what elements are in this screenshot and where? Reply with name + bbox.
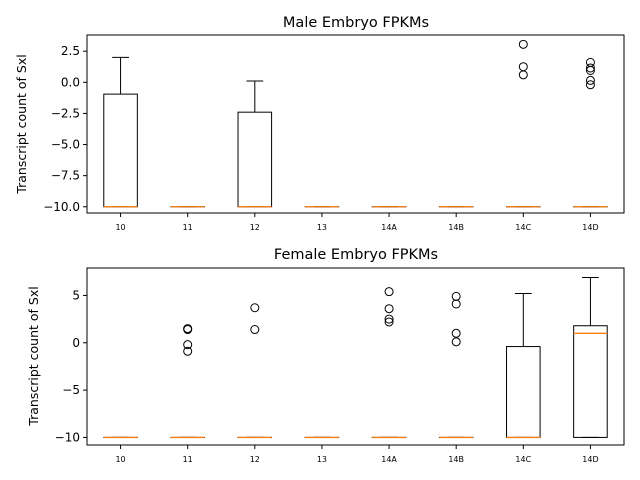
y-tick-label: 0	[72, 336, 80, 350]
y-tick-label: −5	[62, 383, 80, 397]
panel-marks	[103, 276, 608, 439]
outlier-point	[384, 317, 394, 327]
y-tick-label: −10	[55, 430, 80, 444]
plot-area-frame	[86, 34, 625, 214]
outlier-point	[518, 39, 528, 49]
outlier-point	[183, 340, 193, 350]
x-tick-label: 12	[250, 223, 260, 232]
panel-title: Male Embryo FPKMs	[283, 15, 429, 31]
x-tick-label: 14B	[448, 223, 464, 232]
outlier-point	[384, 314, 394, 324]
y-tick-label: −2.5	[51, 106, 80, 120]
panel-marks	[103, 39, 608, 208]
x-tick-label: 10	[115, 455, 125, 464]
outlier-point	[250, 303, 260, 313]
outlier-point	[451, 299, 461, 309]
x-tick-label: 14D	[582, 455, 598, 464]
plot-area-frame	[86, 267, 625, 446]
x-tick-label: 14B	[448, 455, 464, 464]
x-tick-label: 14A	[381, 223, 397, 232]
y-tick-label: 5	[72, 288, 80, 302]
y-ticks: 2.5 0.0 −2.5 −5.0 −7.5 −10.0	[43, 44, 87, 214]
outlier-point	[585, 80, 595, 90]
x-tick-label: 14C	[515, 223, 531, 232]
outlier-point	[183, 325, 193, 335]
outlier-point	[585, 63, 595, 73]
y-axis-label: Transcript count of Sxl	[26, 286, 41, 426]
male-embryo-panel: Male Embryo FPKMs Transcript count of Sx…	[14, 15, 625, 232]
panel-title: Female Embryo FPKMs	[274, 247, 438, 263]
x-ticks: 10 11 12 13 14A 14B 14C 14D	[115, 213, 599, 232]
x-tick-label: 11	[183, 223, 193, 232]
x-tick-label: 12	[250, 455, 260, 464]
y-ticks: 5 0 −5 −10	[55, 288, 87, 444]
x-tick-label: 14C	[515, 455, 531, 464]
outlier-point	[451, 337, 461, 347]
x-tick-label: 13	[317, 455, 327, 464]
y-axis-label: Transcript count of Sxl	[14, 54, 29, 194]
x-tick-label: 14A	[381, 455, 397, 464]
outlier-point	[585, 65, 595, 75]
outlier-point	[183, 346, 193, 356]
outlier-point	[518, 70, 528, 80]
outlier-point	[384, 287, 394, 297]
x-tick-label: 10	[115, 223, 125, 232]
outlier-point	[384, 304, 394, 314]
y-tick-label: 0.0	[61, 75, 80, 89]
outlier-point	[250, 325, 260, 335]
outlier-point	[451, 328, 461, 338]
x-tick-label: 14D	[582, 223, 598, 232]
y-tick-label: 2.5	[61, 44, 80, 58]
y-tick-label: −5.0	[51, 138, 80, 152]
female-embryo-panel: Female Embryo FPKMs Transcript count of …	[26, 247, 625, 464]
x-ticks: 10 11 12 13 14A 14B 14C 14D	[115, 445, 599, 464]
y-tick-label: −7.5	[51, 169, 80, 183]
box	[573, 325, 608, 438]
outlier-point	[585, 75, 595, 85]
x-tick-label: 11	[183, 455, 193, 464]
x-tick-label: 13	[317, 223, 327, 232]
y-tick-label: −10.0	[43, 200, 80, 214]
